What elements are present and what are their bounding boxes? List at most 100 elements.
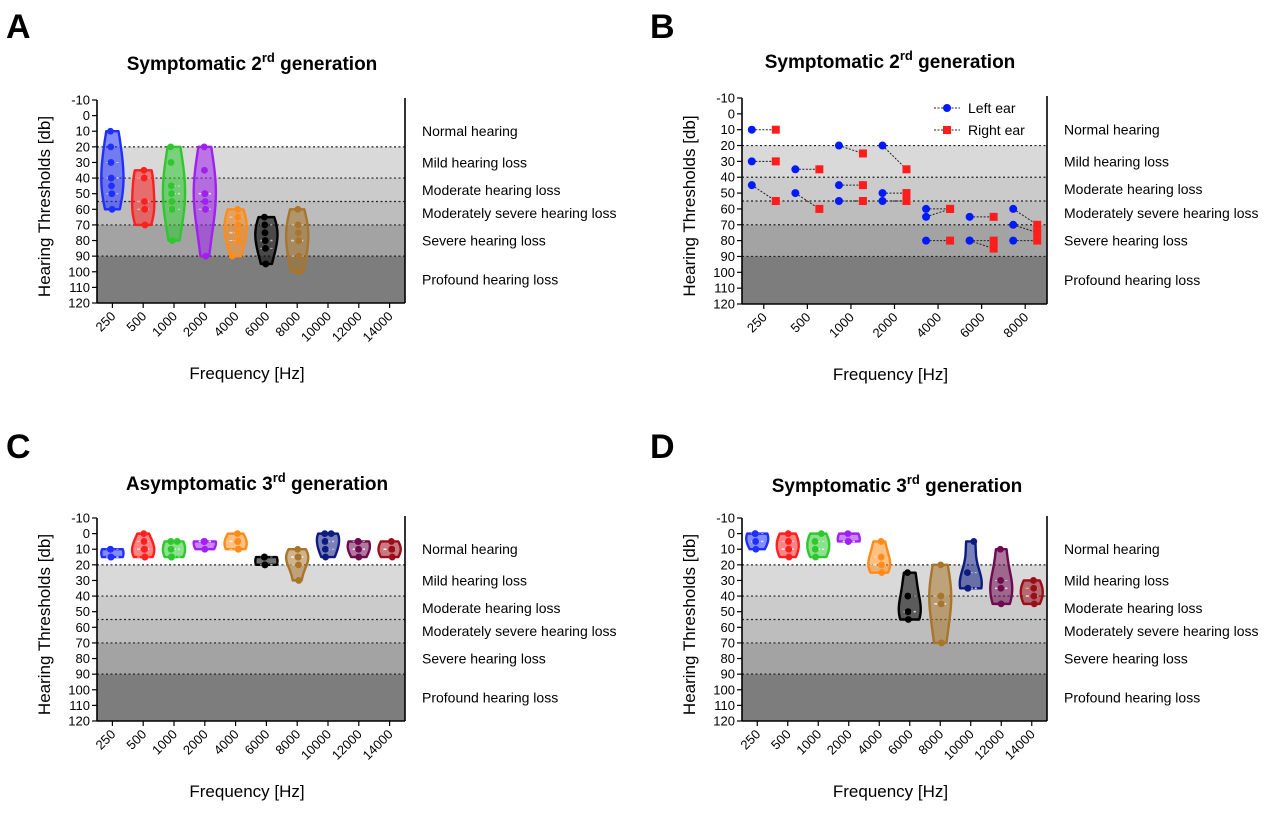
violin-1000 xyxy=(806,532,831,559)
title-superscript: rd xyxy=(262,50,275,65)
y-tick-label: 60 xyxy=(76,202,90,217)
band-label: Profound hearing loss xyxy=(1064,690,1200,706)
y-tick-label: 120 xyxy=(713,297,735,312)
y-tick-label: 10 xyxy=(721,122,735,137)
y-tick-label: 60 xyxy=(76,620,90,635)
data-point xyxy=(970,538,978,545)
panel-letter-a: A xyxy=(6,8,31,46)
data-point xyxy=(167,182,175,190)
y-tick-label: 80 xyxy=(721,233,735,248)
band-1 xyxy=(97,564,405,597)
violin-10000 xyxy=(958,540,983,590)
data-point xyxy=(937,592,945,600)
data-point xyxy=(262,244,269,252)
data-point xyxy=(811,545,819,553)
chart-title: Symptomatic 3rd generation xyxy=(772,472,1023,497)
right-ear-point xyxy=(902,197,911,205)
data-point xyxy=(327,530,335,538)
data-point xyxy=(234,213,242,221)
y-tick-label: -10 xyxy=(71,93,90,108)
left-ear-point xyxy=(1009,236,1018,245)
x-tick-label: 2000 xyxy=(180,309,211,340)
data-point xyxy=(321,538,329,545)
data-point xyxy=(294,221,302,229)
y-tick-label: 110 xyxy=(69,698,90,713)
data-point xyxy=(168,237,176,244)
y-tick-label: 90 xyxy=(76,249,90,264)
data-point xyxy=(168,205,176,213)
band-4 xyxy=(742,642,1047,675)
data-point xyxy=(295,252,303,260)
right-ear-point xyxy=(989,236,998,245)
data-point xyxy=(1030,577,1037,584)
band-2 xyxy=(742,596,1047,620)
right-ear-point xyxy=(858,149,867,158)
left-ear-point xyxy=(791,189,800,198)
y-tick-label: 120 xyxy=(713,714,735,729)
y-axis-label: Hearing Thresholds [db] xyxy=(35,534,54,715)
y-tick-label: 90 xyxy=(76,667,90,682)
data-point xyxy=(141,553,149,561)
band-5 xyxy=(742,256,1047,304)
x-tick-label: 12000 xyxy=(329,727,365,763)
data-point xyxy=(845,538,852,545)
y-tick-label: 30 xyxy=(76,155,90,170)
y-tick-label: 110 xyxy=(69,280,90,295)
y-tick-label: 120 xyxy=(68,296,90,311)
chart-title: Asymptomatic 3rd generation xyxy=(126,470,388,495)
x-tick-label: 500 xyxy=(123,727,149,753)
data-point xyxy=(937,600,945,608)
right-ear-point xyxy=(771,125,780,134)
band-label: Moderately severe hearing loss xyxy=(422,205,617,221)
band-label: Mild hearing loss xyxy=(422,572,527,588)
x-tick-label: 1000 xyxy=(793,727,824,758)
data-point xyxy=(877,538,885,545)
data-point xyxy=(997,584,1005,592)
x-tick-label: 12000 xyxy=(971,727,1007,763)
band-label: Normal hearing xyxy=(422,541,518,557)
band-label: Moderate hearing loss xyxy=(422,182,561,198)
band-3 xyxy=(97,619,405,643)
y-tick-label: 50 xyxy=(721,186,735,201)
data-point xyxy=(201,545,209,553)
x-tick-label: 500 xyxy=(788,310,814,336)
x-tick-label: 14000 xyxy=(1002,727,1038,763)
band-label: Severe hearing loss xyxy=(1064,233,1188,249)
band-label: Moderately severe hearing loss xyxy=(1064,205,1259,221)
panel-letter-d: D xyxy=(650,428,675,466)
y-tick-label: 100 xyxy=(68,682,90,697)
data-point xyxy=(785,553,793,561)
data-point xyxy=(904,608,912,616)
data-point xyxy=(108,190,116,198)
left-ear-point xyxy=(1009,220,1018,229)
data-point xyxy=(108,205,116,213)
panel-letter-c: C xyxy=(6,428,31,466)
band-label: Severe hearing loss xyxy=(422,651,546,667)
data-point xyxy=(107,174,115,182)
data-point xyxy=(201,166,208,174)
left-ear-point xyxy=(878,141,887,150)
y-tick-label: 0 xyxy=(83,526,90,541)
data-point xyxy=(234,205,242,213)
violin-2000 xyxy=(192,540,218,551)
x-tick-label: 250 xyxy=(93,309,119,335)
right-ear-point xyxy=(1033,236,1042,245)
x-tick-label: 2000 xyxy=(824,727,855,758)
x-tick-label: 250 xyxy=(93,727,119,753)
title-end: generation xyxy=(286,474,388,495)
x-tick-label: 1000 xyxy=(149,727,180,758)
x-tick-label: 250 xyxy=(737,727,763,753)
data-point xyxy=(261,229,269,237)
data-point xyxy=(844,530,852,538)
y-tick-label: -10 xyxy=(716,91,735,106)
y-tick-label: 50 xyxy=(76,604,90,619)
left-ear-point xyxy=(1009,204,1018,213)
left-ear-point xyxy=(965,212,974,221)
data-point xyxy=(261,221,269,229)
y-tick-label: 70 xyxy=(76,217,90,232)
title-end: generation xyxy=(913,52,1015,73)
data-point xyxy=(355,545,362,553)
legend-label-right: Right ear xyxy=(968,122,1025,138)
violin-6000 xyxy=(254,555,279,567)
x-axis-label: Frequency [Hz] xyxy=(833,365,948,384)
